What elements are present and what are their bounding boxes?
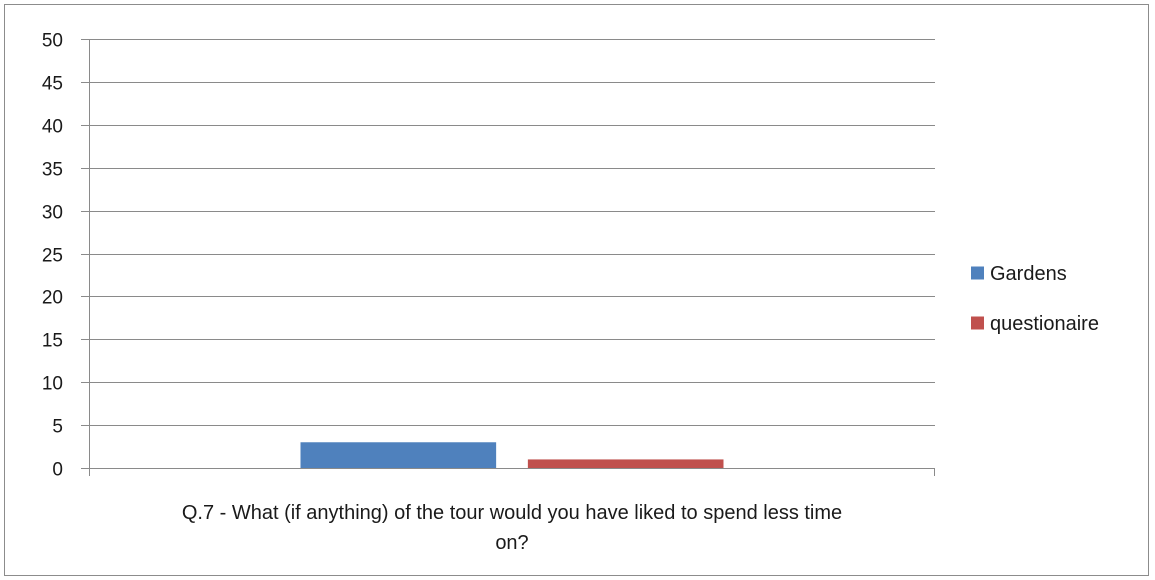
y-tick-label: 50 (42, 31, 63, 52)
y-tick-label: 20 (42, 288, 63, 309)
x-axis-title-line: on? (495, 532, 528, 554)
y-tick-label: 30 (42, 203, 63, 224)
y-tick-label: 10 (42, 374, 63, 395)
y-tick-label: 15 (42, 331, 63, 352)
y-tick-label: 0 (52, 460, 63, 481)
gridlines (81, 39, 935, 426)
x-axis-title-line: Q.7 - What (if anything) of the tour wou… (182, 502, 842, 524)
y-tick-label: 45 (42, 74, 63, 95)
y-tick-label: 40 (42, 117, 63, 138)
x-axis-title: Q.7 - What (if anything) of the tour wou… (182, 502, 842, 554)
legend-swatch (971, 266, 984, 280)
legend: Gardens questionaire (971, 263, 1099, 335)
bar-questionaire (527, 459, 724, 468)
bar-chart: 0 5 10 15 20 25 30 35 40 45 50 Gardens questionaire… (42, 31, 1099, 555)
legend-swatch (971, 316, 984, 330)
y-tick-label: 25 (42, 246, 63, 267)
bar-gardens (300, 442, 497, 468)
x-axis (81, 39, 935, 476)
legend-label: Gardens (990, 263, 1067, 285)
chart-frame: 0 5 10 15 20 25 30 35 40 45 50 Gardens questionaire… (4, 4, 1149, 576)
legend-label: questionaire (990, 313, 1099, 335)
y-tick-label: 35 (42, 160, 63, 181)
bars (300, 442, 724, 468)
y-axis-ticks: 0 5 10 15 20 25 30 35 40 45 50 (42, 31, 63, 481)
y-tick-label: 5 (52, 417, 63, 438)
